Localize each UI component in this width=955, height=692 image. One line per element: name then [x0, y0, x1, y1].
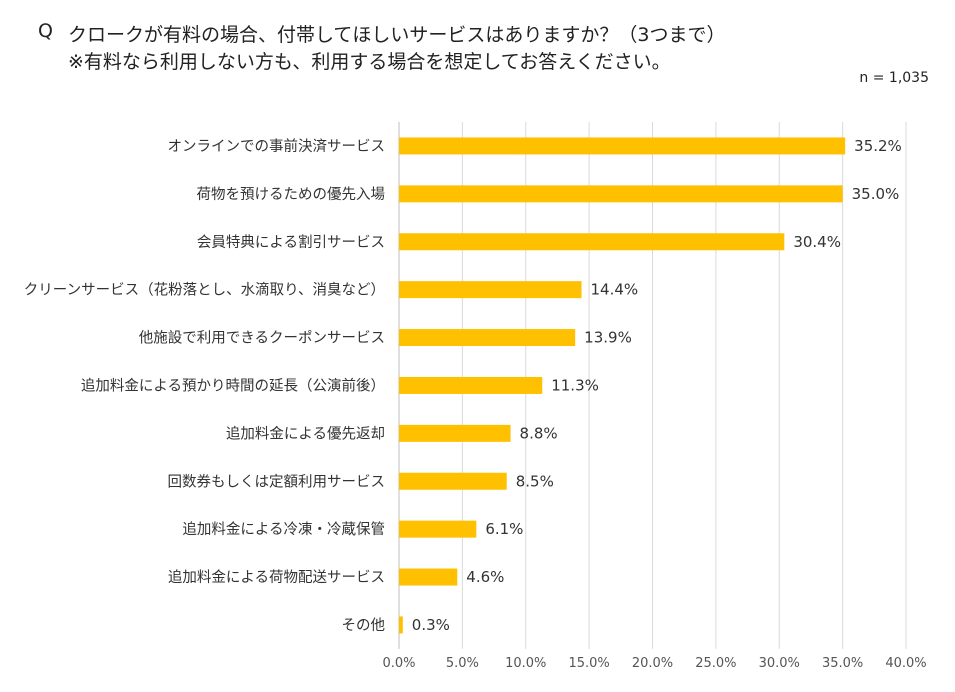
question-note: ※有料なら利用しない方も、利用する場合を想定してお答えください。 — [68, 51, 671, 73]
category-label: クリーンサービス（花粉落とし、水滴取り、消臭など） — [24, 281, 385, 299]
x-tick-label: 35.0% — [822, 656, 863, 671]
value-label: 4.6% — [466, 568, 504, 586]
category-label: 追加料金による荷物配送サービス — [168, 569, 385, 586]
x-tick-label: 20.0% — [632, 656, 673, 671]
bar — [399, 472, 507, 490]
x-tick-label: 15.0% — [568, 656, 609, 671]
category-label: 回数券もしくは定額利用サービス — [168, 473, 386, 490]
category-label: 他施設で利用できるクーポンサービス — [139, 330, 385, 347]
bar — [399, 233, 785, 251]
value-label: 14.4% — [591, 281, 639, 299]
value-label: 11.3% — [551, 376, 599, 394]
category-label: その他 — [342, 617, 386, 634]
category-label: 荷物を預けるための優先入場 — [197, 186, 386, 203]
category-label: 追加料金による冷凍・冷蔵保管 — [182, 521, 385, 538]
bar — [399, 376, 543, 394]
x-tick-label: 30.0% — [759, 656, 800, 671]
question-text: クロークが有料の場合、付帯してほしいサービスはありますか？（3つまで） — [68, 24, 726, 46]
bar — [399, 329, 576, 347]
x-tick-label: 10.0% — [505, 656, 546, 671]
category-label: 追加料金による優先返却 — [226, 425, 385, 442]
value-label: 35.2% — [854, 137, 902, 155]
value-label: 0.3% — [412, 616, 450, 634]
category-label: 追加料金による預かり時間の延長（公演前後） — [81, 377, 385, 394]
category-label: オンラインでの事前決済サービス — [168, 138, 386, 155]
x-tick-label: 40.0% — [885, 656, 926, 671]
value-label: 35.0% — [852, 185, 900, 203]
value-label: 8.5% — [516, 472, 554, 490]
value-label: 6.1% — [485, 520, 523, 538]
value-label: 30.4% — [793, 233, 841, 251]
x-tick-label: 25.0% — [695, 656, 736, 671]
value-label: 8.8% — [520, 424, 558, 442]
x-tick-label: 5.0% — [446, 656, 479, 671]
bar — [399, 520, 477, 538]
category-label: 会員特典による割引サービス — [197, 234, 385, 251]
bar — [399, 137, 846, 155]
bar — [399, 568, 458, 586]
value-label: 13.9% — [584, 329, 632, 347]
bar — [399, 281, 582, 299]
bar — [399, 424, 511, 442]
bar — [399, 616, 403, 634]
sample-size: n = 1,035 — [859, 70, 929, 86]
bar — [399, 185, 843, 203]
x-tick-label: 0.0% — [382, 656, 415, 671]
question-mark: Q — [38, 20, 53, 42]
